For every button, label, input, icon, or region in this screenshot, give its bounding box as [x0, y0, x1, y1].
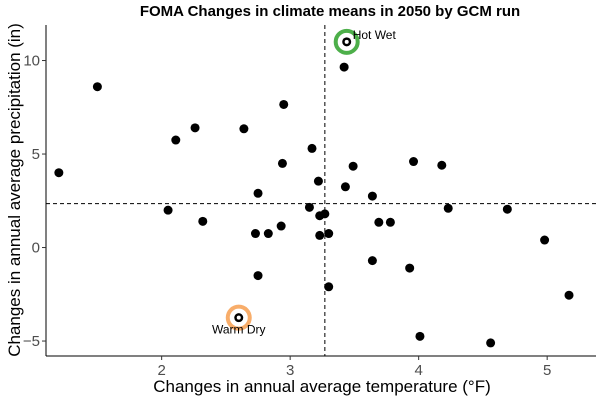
- data-point: [54, 168, 64, 178]
- data-point: [564, 290, 574, 300]
- x-tick-label: 2: [157, 362, 165, 379]
- data-point: [190, 123, 200, 133]
- data-point: [253, 188, 263, 198]
- data-point: [339, 62, 349, 72]
- axes: 2 3 4 5 −5 0 5 10: [23, 25, 596, 379]
- x-tick-label: 3: [286, 362, 294, 379]
- y-axis-title: Changes in annual average precipitation …: [5, 23, 24, 357]
- data-point: [437, 160, 447, 170]
- y-tick-label: −5: [23, 333, 40, 350]
- x-tick-label: 4: [414, 362, 422, 379]
- highlight-label: Hot Wet: [353, 28, 397, 42]
- data-point: [367, 256, 377, 266]
- data-point: [374, 217, 384, 227]
- data-point: [443, 203, 453, 213]
- data-point: [307, 143, 317, 153]
- data-point: [277, 158, 287, 168]
- data-point: [324, 282, 334, 292]
- data-point: [239, 124, 249, 134]
- data-point: [304, 202, 314, 212]
- data-point: [415, 331, 425, 341]
- data-point: [324, 229, 334, 239]
- data-point: [405, 263, 415, 273]
- data-point: [348, 161, 358, 171]
- highlight-center-dot: [236, 315, 241, 320]
- data-point: [250, 229, 260, 239]
- highlight-center-dot: [344, 39, 349, 44]
- data-point: [263, 229, 273, 239]
- highlight-ring: [225, 304, 252, 331]
- data-point: [198, 216, 208, 226]
- reference-lines: [46, 25, 596, 356]
- data-point: [92, 82, 102, 92]
- data-point: [320, 209, 330, 219]
- data-point: [276, 221, 286, 231]
- data-point: [409, 157, 419, 167]
- data-points: [54, 37, 574, 348]
- data-point: [313, 176, 323, 186]
- data-point: [315, 230, 325, 240]
- x-axis-title: Changes in annual average temperature (°…: [153, 377, 491, 396]
- data-point: [171, 135, 181, 145]
- y-tick-label: 0: [32, 240, 40, 257]
- data-point: [385, 217, 395, 227]
- data-point: [253, 271, 263, 281]
- y-tick-label: 5: [32, 146, 40, 163]
- highlight-label: Warm Dry: [212, 323, 266, 337]
- x-tick-label: 5: [543, 362, 551, 379]
- y-tick-label: 10: [23, 53, 40, 70]
- data-point: [279, 99, 289, 109]
- data-point: [163, 205, 173, 215]
- data-point: [367, 191, 377, 201]
- data-point: [502, 204, 512, 214]
- data-point: [540, 235, 550, 245]
- data-point: [340, 182, 350, 192]
- highlight-markers: Hot Wet Warm Dry: [212, 28, 397, 337]
- data-point: [486, 338, 496, 348]
- highlight-ring: [333, 28, 360, 55]
- chart-title: FOMA Changes in climate means in 2050 by…: [140, 3, 520, 20]
